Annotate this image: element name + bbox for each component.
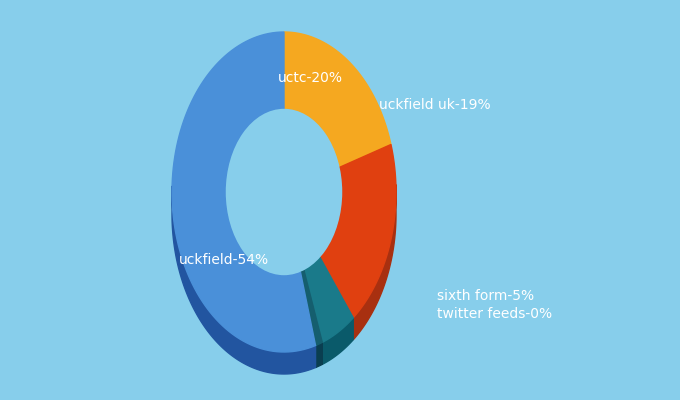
Polygon shape <box>320 144 396 318</box>
Text: sixth form-5%: sixth form-5% <box>437 290 534 304</box>
Polygon shape <box>172 186 316 374</box>
Polygon shape <box>320 188 342 279</box>
Polygon shape <box>304 257 320 292</box>
Polygon shape <box>226 189 301 297</box>
Polygon shape <box>301 270 322 346</box>
Text: twitter feeds-0%: twitter feeds-0% <box>437 308 552 322</box>
Polygon shape <box>284 32 391 167</box>
Text: uckfield uk-19%: uckfield uk-19% <box>379 98 490 112</box>
Polygon shape <box>322 318 353 364</box>
Polygon shape <box>301 270 304 294</box>
Polygon shape <box>304 257 353 342</box>
Text: uctc-20%: uctc-20% <box>277 71 343 85</box>
Ellipse shape <box>226 109 342 275</box>
Text: uckfield-54%: uckfield-54% <box>179 253 269 267</box>
Polygon shape <box>316 342 322 368</box>
Polygon shape <box>172 32 316 352</box>
Polygon shape <box>353 184 396 340</box>
